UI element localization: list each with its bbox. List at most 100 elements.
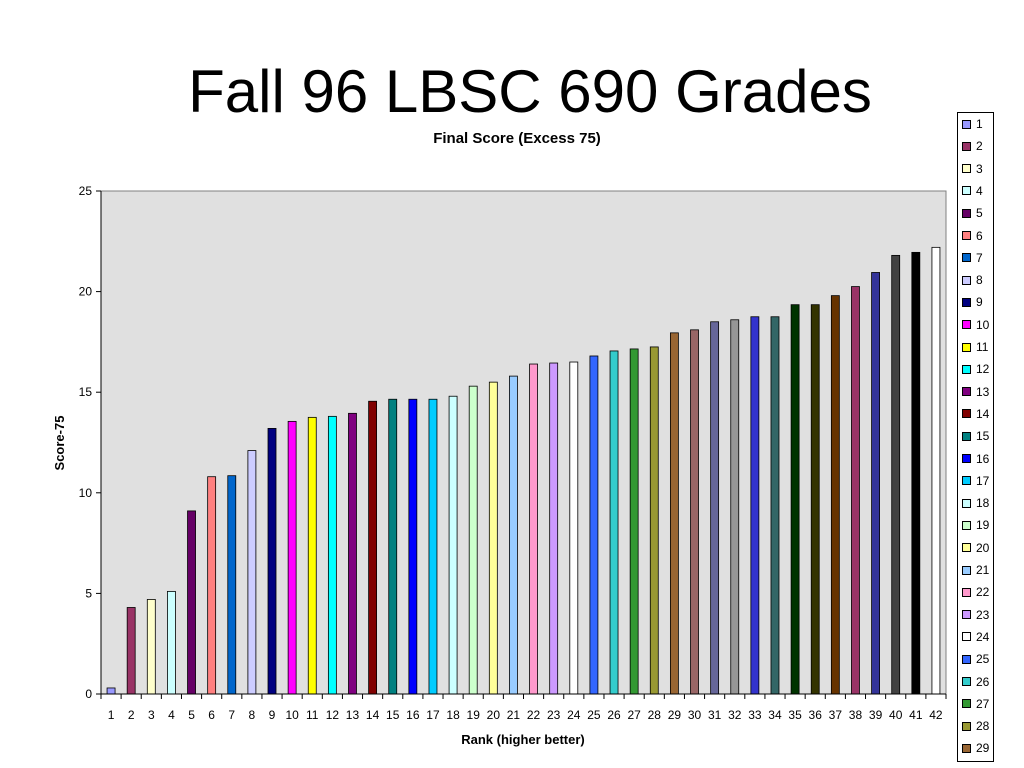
bar — [408, 398, 418, 695]
bar — [287, 420, 297, 695]
legend-item: 20 — [962, 540, 989, 556]
legend-item: 1 — [962, 116, 983, 132]
y-axis-label: Score-75 — [52, 416, 67, 471]
plot-area — [100, 190, 947, 695]
legend-item: 28 — [962, 718, 989, 734]
legend-swatch — [962, 119, 971, 129]
legend-label: 5 — [976, 206, 983, 221]
legend-label: 10 — [976, 317, 990, 332]
x-tick-label: 13 — [346, 708, 360, 722]
x-tick-label: 24 — [567, 708, 581, 722]
legend-item: 18 — [962, 495, 989, 511]
legend-label: 7 — [976, 250, 983, 265]
bar — [629, 348, 639, 695]
legend-label: 18 — [976, 496, 990, 511]
legend-swatch — [962, 387, 971, 397]
x-tick-label: 1 — [108, 708, 115, 722]
x-tick-label: 5 — [188, 708, 195, 722]
y-tick-label: 15 — [79, 385, 93, 399]
legend-item: 11 — [962, 339, 988, 355]
x-tick-label: 12 — [326, 708, 340, 722]
x-tick-label: 34 — [768, 708, 782, 722]
legend-item: 14 — [962, 406, 989, 422]
bar — [549, 362, 559, 695]
legend-swatch — [962, 699, 971, 709]
legend-swatch — [962, 520, 971, 530]
legend-item: 16 — [962, 451, 989, 467]
x-ticks-group: 1 2 3 4 5 6 7 8 9 10 11 12 13 14 15 16 17 18 19 20 21 22 23 24 2… — [100, 694, 947, 722]
bar — [327, 415, 337, 695]
legend-item: 22 — [962, 584, 989, 600]
legend-label: 3 — [976, 161, 983, 176]
legend-swatch — [962, 342, 971, 352]
bar — [730, 319, 740, 695]
legend-label: 19 — [976, 518, 990, 533]
x-tick-label: 30 — [688, 708, 702, 722]
legend-item: 9 — [962, 294, 983, 310]
y-ticks-group: 0 5 10 15 20 25 — [79, 184, 101, 701]
legend-item: 10 — [962, 317, 989, 333]
bar — [227, 475, 237, 695]
x-tick-label: 18 — [446, 708, 460, 722]
y-tick-label: 0 — [85, 687, 92, 701]
bar — [428, 398, 438, 695]
bar — [911, 251, 921, 695]
legend-item: 21 — [962, 562, 989, 578]
legend-label: 23 — [976, 607, 990, 622]
legend-swatch — [962, 320, 971, 330]
legend-swatch — [962, 721, 971, 731]
bar — [931, 246, 941, 695]
x-tick-label: 32 — [728, 708, 742, 722]
legend-swatch — [962, 409, 971, 419]
legend-swatch — [962, 454, 971, 463]
legend-label: 9 — [976, 295, 983, 310]
legend-item: 27 — [962, 696, 989, 712]
legend-label: 29 — [976, 741, 990, 756]
legend-swatch — [962, 498, 971, 508]
legend-item: 15 — [962, 428, 989, 444]
x-tick-label: 33 — [748, 708, 762, 722]
x-tick-label: 21 — [507, 708, 521, 722]
legend-label: 15 — [976, 429, 990, 444]
x-tick-label: 16 — [406, 708, 420, 722]
y-tick-label: 25 — [79, 184, 93, 198]
bar — [207, 476, 217, 695]
legend-label: 24 — [976, 629, 990, 644]
legend-item: 29 — [962, 740, 989, 756]
x-tick-label: 11 — [306, 708, 319, 722]
legend-swatch — [962, 476, 971, 486]
x-tick-label: 4 — [168, 708, 175, 722]
legend-swatch — [962, 565, 971, 575]
legend-swatch — [962, 632, 971, 642]
legend-item: 19 — [962, 517, 989, 533]
bar — [368, 400, 378, 695]
legend-swatch — [962, 164, 971, 174]
legend-item: 25 — [962, 651, 989, 667]
bar — [669, 332, 679, 695]
legend-label: 28 — [976, 719, 990, 734]
legend-item: 8 — [962, 272, 983, 288]
x-tick-label: 14 — [366, 708, 380, 722]
bar — [891, 254, 901, 695]
legend-swatch — [962, 610, 971, 620]
x-tick-label: 41 — [909, 708, 923, 722]
legend-swatch — [962, 297, 971, 307]
x-tick-label: 36 — [809, 708, 823, 722]
x-tick-label: 6 — [208, 708, 215, 722]
legend-label: 25 — [976, 652, 990, 667]
bar — [488, 381, 498, 695]
bar — [569, 361, 579, 695]
legend-swatch — [962, 677, 971, 686]
bar — [307, 416, 317, 695]
x-tick-label: 37 — [829, 708, 843, 722]
bar — [529, 363, 538, 695]
x-tick-label: 25 — [587, 708, 601, 722]
legend-swatch — [962, 231, 971, 240]
bar — [690, 329, 699, 695]
legend-swatch — [962, 364, 971, 374]
x-tick-label: 22 — [527, 708, 541, 722]
legend-label: 13 — [976, 384, 990, 399]
bar — [649, 346, 659, 695]
x-tick-label: 2 — [128, 708, 135, 722]
legend-swatch — [962, 654, 971, 664]
